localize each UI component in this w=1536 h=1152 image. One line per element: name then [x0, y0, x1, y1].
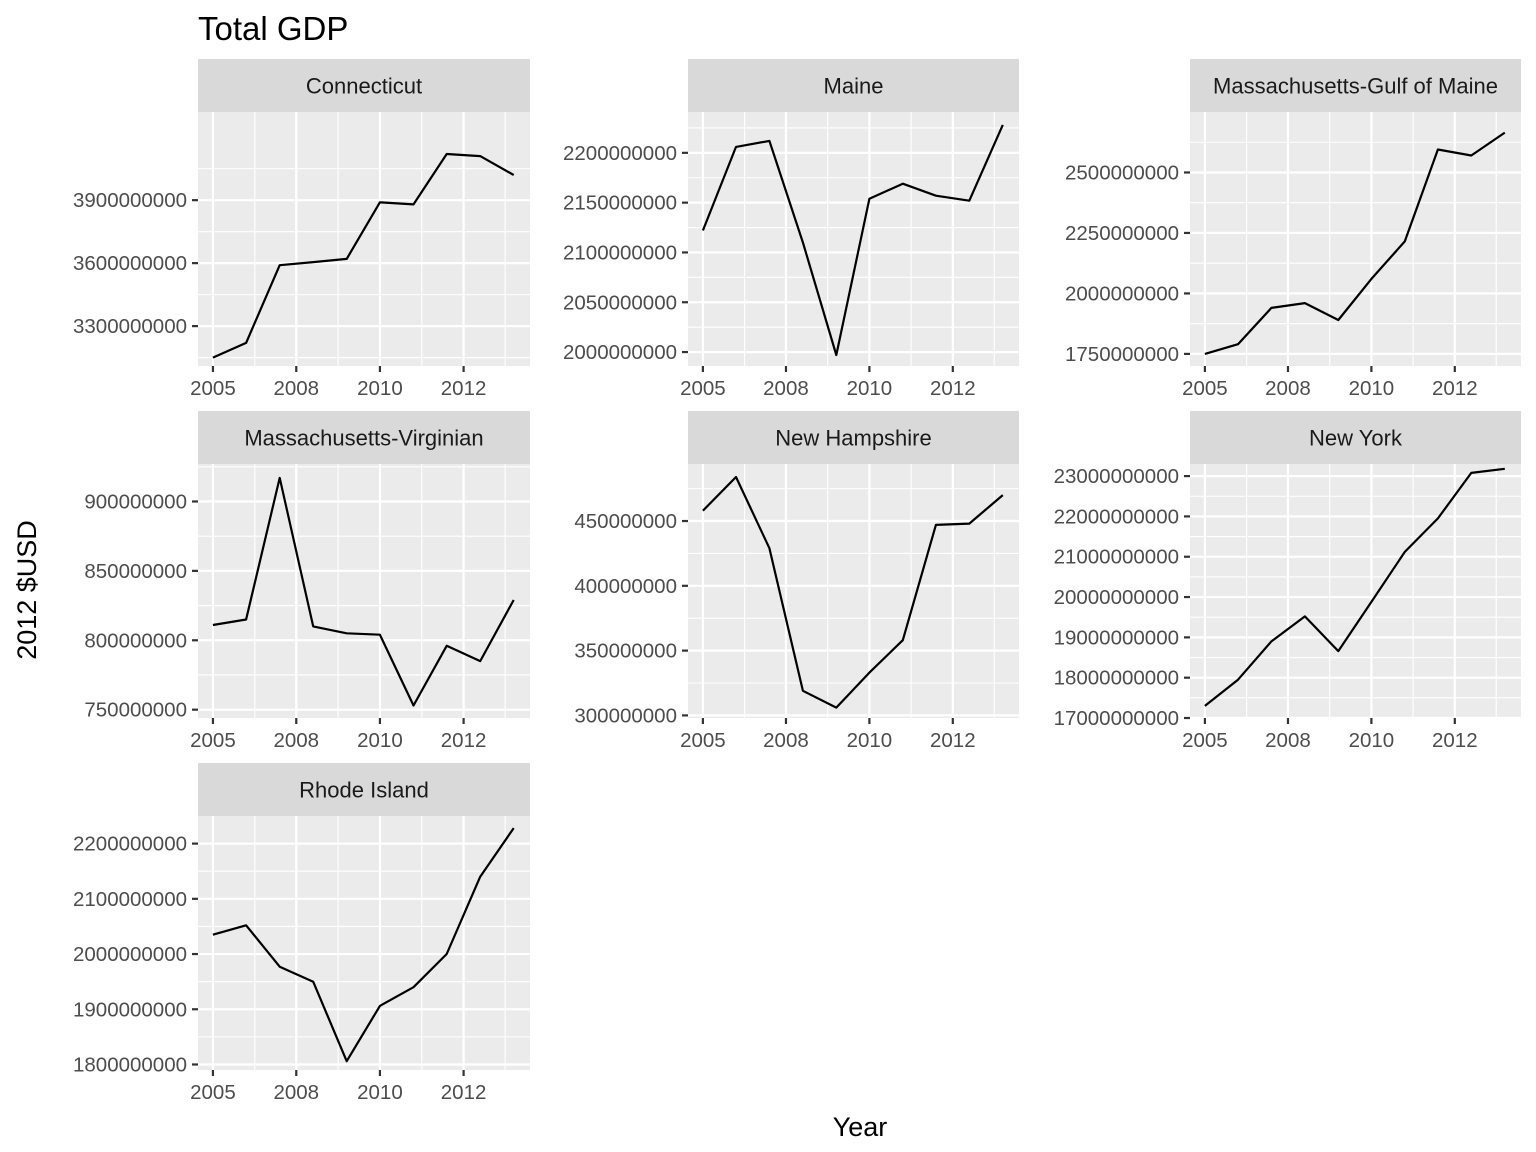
panel-background	[1190, 464, 1521, 718]
y-tick-label: 2000000000	[73, 943, 187, 966]
y-tick-label: 2100000000	[73, 888, 187, 911]
facet-panel: Massachusetts-Virginian 750000000 80000000…	[84, 411, 530, 752]
facet-panel: New York 17000000000 18000000000 1900000000…	[1054, 411, 1521, 752]
y-tick-label: 1800000000	[73, 1053, 187, 1076]
facet-strip-label: New Hampshire	[775, 426, 932, 451]
y-tick-label: 1750000000	[1065, 343, 1179, 366]
y-tick-label: 850000000	[84, 560, 187, 583]
y-tick-label: 20000000000	[1054, 586, 1179, 609]
facet-strip-label: Massachusetts-Gulf of Maine	[1213, 74, 1498, 99]
series-line	[212, 827, 515, 1063]
y-tick-label: 3900000000	[73, 189, 187, 212]
y-tick-label: 18000000000	[1054, 667, 1179, 690]
x-tick-label: 2012	[441, 377, 487, 400]
y-tick-label: 23000000000	[1054, 465, 1179, 488]
facet-strip	[688, 59, 1019, 112]
x-axis-title: Year	[833, 1112, 888, 1142]
facet-panels: Connecticut 3300000000 3600000000 390000000…	[73, 59, 1521, 1104]
series-line	[1204, 467, 1505, 707]
facet-strip-label: Maine	[824, 74, 884, 99]
x-tick-label: 2010	[847, 729, 893, 752]
x-tick-label: 2012	[930, 729, 976, 752]
facet-strip	[1190, 59, 1521, 112]
y-tick-label: 350000000	[574, 640, 677, 663]
y-tick-label: 2150000000	[563, 192, 677, 215]
y-tick-label: 21000000000	[1054, 546, 1179, 569]
facet-strip-label: New York	[1309, 426, 1403, 451]
x-tick-label: 2012	[1432, 729, 1478, 752]
y-tick-label: 22000000000	[1054, 505, 1179, 528]
y-tick-label: 17000000000	[1054, 707, 1179, 730]
facet-strip	[198, 411, 530, 464]
series-line	[702, 475, 1004, 709]
facet-strip	[198, 59, 530, 112]
x-tick-label: 2010	[357, 377, 403, 400]
x-tick-label: 2005	[190, 377, 236, 400]
y-tick-label: 2200000000	[73, 833, 187, 856]
x-tick-label: 2008	[273, 1081, 319, 1104]
y-tick-label: 1900000000	[73, 998, 187, 1021]
x-tick-label: 2012	[441, 1081, 487, 1104]
panel-background	[688, 112, 1019, 366]
x-tick-label: 2010	[847, 377, 893, 400]
x-tick-label: 2005	[680, 729, 726, 752]
x-tick-label: 2010	[357, 729, 403, 752]
series-line	[212, 152, 515, 359]
y-tick-label: 19000000000	[1054, 626, 1179, 649]
x-tick-label: 2012	[1432, 377, 1478, 400]
x-tick-label: 2005	[680, 377, 726, 400]
panel-background	[1190, 112, 1521, 366]
y-tick-label: 3600000000	[73, 252, 187, 275]
y-tick-label: 2000000000	[563, 341, 677, 364]
panel-background	[198, 816, 530, 1070]
x-tick-label: 2008	[1265, 729, 1311, 752]
series-line	[1204, 131, 1506, 355]
x-tick-label: 2008	[273, 377, 319, 400]
x-tick-label: 2008	[273, 729, 319, 752]
panel-background	[688, 464, 1019, 718]
facet-panel: Massachusetts-Gulf of Maine1750000000200…	[1065, 59, 1521, 400]
facet-panel: Maine 2000000000 2050000000 2100000000 21500…	[563, 59, 1019, 400]
y-tick-label: 450000000	[574, 510, 677, 533]
x-tick-label: 2005	[190, 1081, 236, 1104]
series-line	[212, 476, 515, 707]
x-tick-label: 2012	[930, 377, 976, 400]
x-tick-label: 2008	[763, 729, 809, 752]
x-tick-label: 2010	[1349, 377, 1395, 400]
y-tick-label: 2100000000	[563, 241, 677, 264]
x-tick-label: 2005	[1182, 729, 1228, 752]
y-tick-label: 900000000	[84, 490, 187, 513]
x-tick-label: 2008	[763, 377, 809, 400]
x-tick-label: 2010	[357, 1081, 403, 1104]
x-tick-label: 2008	[1265, 377, 1311, 400]
y-tick-label: 750000000	[84, 699, 187, 722]
y-tick-label: 2200000000	[563, 142, 677, 165]
panel-background	[198, 112, 530, 366]
x-tick-label: 2005	[190, 729, 236, 752]
x-tick-label: 2005	[1182, 377, 1228, 400]
y-tick-label: 2250000000	[1065, 222, 1179, 245]
y-tick-label: 800000000	[84, 629, 187, 652]
y-tick-label: 3300000000	[73, 315, 187, 338]
y-tick-label: 2050000000	[563, 291, 677, 314]
y-axis-title: 2012 $USD	[12, 520, 42, 660]
series-line	[701, 124, 1004, 357]
y-tick-label: 2500000000	[1065, 161, 1179, 184]
x-tick-label: 2012	[441, 729, 487, 752]
facet-strip-label: Massachusetts-Virginian	[244, 426, 483, 451]
y-tick-label: 2000000000	[1065, 282, 1179, 305]
facet-strip-label: Connecticut	[306, 74, 422, 99]
chart-title: Total GDP	[198, 10, 348, 47]
y-tick-label: 400000000	[574, 575, 677, 598]
facet-strip-label: Rhode Island	[299, 778, 429, 803]
facet-strip	[198, 763, 530, 816]
facet-panel: Rhode Island 1800000000 1900000000 20000000…	[73, 763, 530, 1104]
y-tick-label: 300000000	[574, 704, 677, 727]
facet-panel: New Hampshire 300000000 350000000 400000000…	[574, 411, 1019, 752]
facet-panel: Connecticut 3300000000 3600000000 390000000…	[73, 59, 530, 400]
facet-strip	[1190, 411, 1521, 464]
facet-strip	[688, 411, 1019, 464]
x-tick-label: 2010	[1349, 729, 1395, 752]
